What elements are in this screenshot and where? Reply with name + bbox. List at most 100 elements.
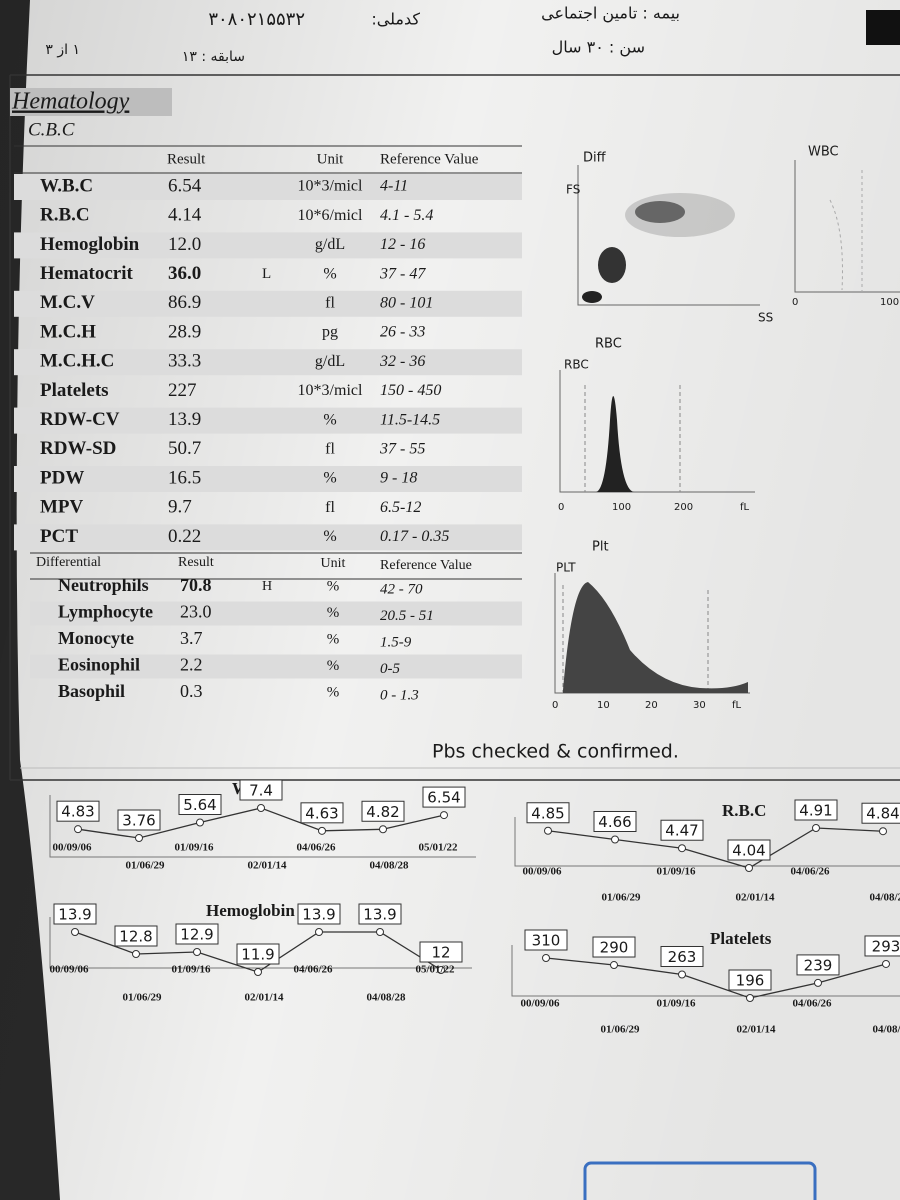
trend-point	[437, 966, 445, 974]
tick-label: fL	[732, 700, 742, 711]
date-label: 04/06/26	[293, 964, 333, 976]
test-reference: 0 - 1.3	[380, 687, 419, 703]
history: سابقه : ۱۳	[182, 49, 245, 65]
value-box	[524, 929, 568, 951]
test-result: 2.2	[180, 655, 203, 675]
test-name: RDW-SD	[40, 438, 116, 459]
trend-frame	[49, 795, 476, 858]
trend-line	[547, 827, 884, 869]
test-unit: %	[327, 631, 340, 647]
test-result: 36.0	[168, 263, 201, 284]
test-unit: %	[323, 411, 336, 428]
tick-label: 0	[792, 297, 798, 308]
test-flag: H	[262, 579, 272, 594]
row-band	[14, 407, 522, 434]
trend-point	[440, 811, 448, 820]
section-title: Hematology	[11, 89, 130, 115]
age: سن : ۳۰ سال	[552, 38, 645, 58]
trend-point	[132, 950, 140, 958]
trend-point	[678, 970, 686, 979]
histogram-title: Diff	[583, 151, 607, 166]
plt-histogram	[554, 573, 750, 694]
row-band	[14, 524, 522, 551]
column-header: Unit	[317, 151, 345, 167]
value-label: 13.9	[58, 906, 91, 924]
trend-point	[544, 826, 552, 835]
date-label: 04/08/28	[869, 892, 900, 904]
test-reference: 20.5 - 51	[380, 608, 434, 624]
tick-label: 0	[558, 502, 564, 513]
test-unit: %	[323, 528, 336, 545]
test-name: PDW	[40, 467, 84, 488]
test-reference: 0.17 - 0.35	[380, 528, 449, 545]
axis-label: RBC	[564, 358, 589, 372]
insurance: بیمه : تامین اجتماعی	[541, 4, 680, 24]
trend-point	[257, 804, 265, 812]
value-box	[56, 800, 100, 822]
test-reference: 80 - 101	[380, 294, 433, 311]
value-label: 13.9	[363, 906, 396, 924]
value-box	[593, 810, 637, 832]
row-band	[30, 601, 522, 626]
test-name: RDW-CV	[40, 409, 120, 430]
test-name: Hematocrit	[40, 263, 134, 284]
test-reference: 0-5	[380, 661, 400, 677]
date-label: 02/01/14	[244, 992, 284, 1004]
test-reference: 37 - 55	[379, 440, 425, 457]
trend-point	[745, 864, 753, 872]
test-reference: 4.1 - 5.4	[380, 207, 433, 224]
date-label: 02/01/14	[735, 892, 775, 904]
value-box	[864, 935, 900, 957]
row-band	[30, 654, 522, 679]
value-box	[592, 936, 636, 958]
value-label: 6.54	[427, 789, 460, 807]
test-unit: fl	[325, 499, 335, 516]
test-reference: 37 - 47	[379, 265, 426, 282]
histogram-title: Plt	[592, 540, 609, 555]
section-subtitle: C.B.C	[28, 119, 75, 140]
test-unit: %	[327, 605, 340, 621]
value-box	[178, 794, 222, 816]
test-reference: 42 - 70	[380, 581, 423, 597]
test-result: 23.0	[180, 602, 212, 622]
tick-label: 20	[645, 700, 658, 711]
test-result: 227	[168, 380, 197, 401]
test-name: M.C.H	[40, 321, 96, 342]
value-box	[297, 903, 341, 925]
trend-point	[376, 928, 384, 936]
test-result: 12.0	[168, 234, 201, 255]
trend-frame	[511, 945, 900, 997]
test-unit: pg	[322, 324, 338, 341]
trend-point	[74, 825, 82, 834]
date-label: 04/06/26	[792, 998, 832, 1010]
trend-point	[882, 959, 890, 968]
diff-scatter	[577, 165, 760, 306]
trend-title: R.B.C	[722, 801, 766, 820]
date-label: 04/06/26	[296, 842, 336, 854]
trend-point	[542, 954, 550, 962]
value-label: 11.9	[241, 946, 274, 964]
test-unit: fl	[325, 440, 335, 457]
test-result: 50.7	[168, 438, 201, 459]
date-label: 00/09/06	[52, 842, 92, 854]
trend-frame	[49, 917, 472, 969]
value-label: 4.85	[531, 804, 564, 822]
test-name: W.B.C	[40, 175, 93, 196]
value-box	[419, 941, 463, 963]
test-unit: fl	[325, 294, 335, 311]
value-box	[728, 969, 772, 991]
frame	[9, 74, 900, 781]
national-id: ۳۰۸۰۲۱۵۵۳۲	[208, 9, 305, 30]
barcode	[866, 10, 900, 45]
trend-point	[318, 826, 326, 835]
date-label: 01/09/16	[656, 866, 696, 878]
test-result: 33.3	[168, 351, 201, 372]
value-box	[660, 945, 704, 967]
value-label: 7.4	[249, 782, 273, 800]
value-box	[727, 839, 771, 861]
column-header: Result	[178, 555, 214, 570]
axis-label: FS	[566, 183, 580, 197]
test-name: M.C.H.C	[40, 351, 114, 372]
